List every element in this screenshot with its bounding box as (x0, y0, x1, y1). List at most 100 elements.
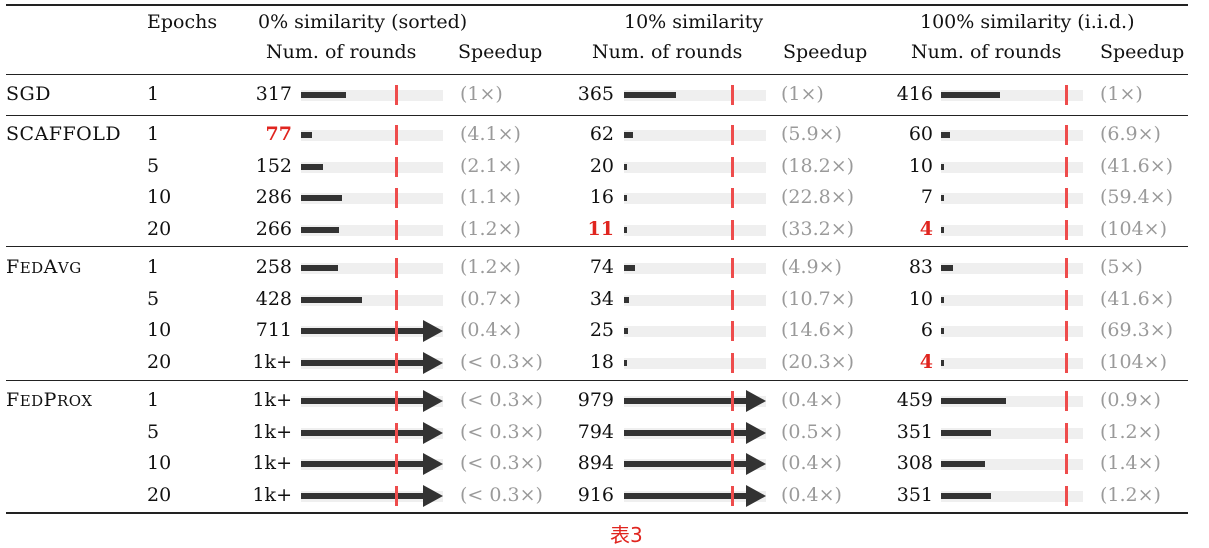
bar-track (301, 224, 443, 236)
rounds-value: 365 (577, 83, 614, 105)
rounds-value: 286 (255, 186, 292, 208)
baseline-marker (731, 188, 734, 208)
method-name-fedprox: FEDPROX (6, 389, 93, 411)
overflow-arrow-icon (423, 320, 443, 342)
rounds-value: 711 (255, 319, 292, 341)
speedup-value: (2.1×) (460, 154, 521, 177)
speedup-value: (104×) (1100, 350, 1168, 373)
rounds-bar (301, 132, 312, 138)
speedup-value: (1.2×) (460, 217, 521, 240)
bar-track (624, 263, 766, 274)
baseline-marker (731, 321, 734, 341)
baseline-marker (395, 422, 398, 443)
bar-track (941, 459, 1083, 470)
rounds-col-header-0: Num. of rounds (266, 41, 417, 63)
rounds-value: 4 (919, 350, 933, 373)
speedup-value: (4.9×) (781, 256, 842, 278)
rounds-value: 1k+ (252, 350, 292, 373)
rounds-value: 351 (896, 483, 933, 506)
rounds-value: 16 (589, 186, 614, 208)
speedup-value: (104×) (1100, 217, 1168, 240)
baseline-marker (395, 219, 398, 240)
speedup-value: (1.4×) (1100, 452, 1161, 474)
overflow-arrow-icon (423, 453, 443, 475)
baseline-marker (1065, 391, 1068, 411)
rounds-bar (301, 265, 338, 271)
baseline-marker (1065, 85, 1068, 105)
rounds-bar (624, 132, 633, 138)
baseline-marker (731, 422, 734, 443)
rounds-bar (624, 163, 627, 170)
rounds-value: 351 (896, 420, 933, 443)
speedup-value: (1×) (781, 83, 824, 105)
rounds-value: 1k+ (252, 452, 292, 474)
epochs-cell: 20 (147, 483, 172, 506)
speedup-value: (0.4×) (781, 389, 842, 411)
rounds-value: 77 (265, 123, 292, 145)
speedup-value: (10.7×) (781, 287, 855, 310)
group-rule-1 (6, 246, 1188, 247)
rounds-value: 152 (255, 154, 292, 177)
overflow-arrow-icon (746, 453, 766, 475)
rounds-value: 20 (589, 154, 614, 177)
epochs-cell: 5 (147, 420, 160, 443)
speedup-value: (1.2×) (1100, 420, 1161, 443)
overflow-arrow-icon (423, 351, 443, 374)
rounds-bar (301, 92, 346, 98)
rounds-value: 1k+ (252, 420, 292, 443)
rounds-value: 34 (589, 287, 614, 310)
baseline-marker (1065, 352, 1068, 373)
speedup-value: (5.9×) (781, 123, 842, 145)
rounds-bar (941, 265, 953, 271)
speedup-col-header-0: Speedup (458, 41, 543, 63)
rounds-value: 83 (908, 256, 933, 278)
rounds-bar (941, 226, 944, 233)
rounds-bar (301, 359, 425, 366)
rounds-bar (301, 429, 425, 436)
bar-track (301, 193, 443, 204)
bar-track (941, 161, 1083, 173)
bar-track (941, 326, 1083, 337)
baseline-marker (731, 391, 734, 411)
rounds-bar (301, 296, 362, 303)
rounds-bar (941, 359, 944, 366)
group-title-1: 10% similarity (624, 11, 764, 33)
speedup-col-header-2: Speedup (1100, 41, 1185, 63)
speedup-value: (1.1×) (460, 186, 521, 208)
bar-track (941, 490, 1083, 502)
rounds-bar (941, 195, 944, 201)
rounds-bar (301, 492, 425, 499)
rounds-value: 428 (255, 287, 292, 310)
rounds-bar (941, 132, 950, 138)
baseline-marker (731, 352, 734, 373)
speedup-value: (5×) (1100, 256, 1143, 278)
rounds-bar (624, 92, 676, 98)
bar-track (301, 130, 443, 141)
method-name-fedavg: FEDAVG (6, 256, 82, 278)
speedup-value: (0.4×) (781, 483, 842, 506)
speedup-value: (69.3×) (1100, 319, 1174, 341)
speedup-value: (1×) (1100, 83, 1143, 105)
rounds-bar (624, 265, 635, 271)
rounds-bar (301, 398, 425, 404)
speedup-value: (41.6×) (1100, 154, 1174, 177)
baseline-marker (1065, 258, 1068, 278)
rounds-value: 459 (896, 389, 933, 411)
epochs-cell: 1 (147, 123, 160, 145)
rounds-bar (624, 226, 627, 233)
epochs-cell: 10 (147, 452, 172, 474)
speedup-value: (0.5×) (781, 420, 842, 443)
speedup-value: (< 0.3×) (460, 389, 543, 411)
speedup-value: (1.2×) (1100, 483, 1161, 506)
baseline-marker (1065, 321, 1068, 341)
header-rule (6, 74, 1188, 75)
rounds-bar (941, 461, 985, 467)
rounds-bar (941, 163, 944, 170)
epochs-cell: 10 (147, 186, 172, 208)
bar-track (624, 193, 766, 204)
baseline-marker (731, 454, 734, 474)
rounds-value: 894 (577, 452, 614, 474)
baseline-marker (731, 85, 734, 105)
rounds-value: 74 (589, 256, 614, 278)
baseline-marker (1065, 485, 1068, 506)
